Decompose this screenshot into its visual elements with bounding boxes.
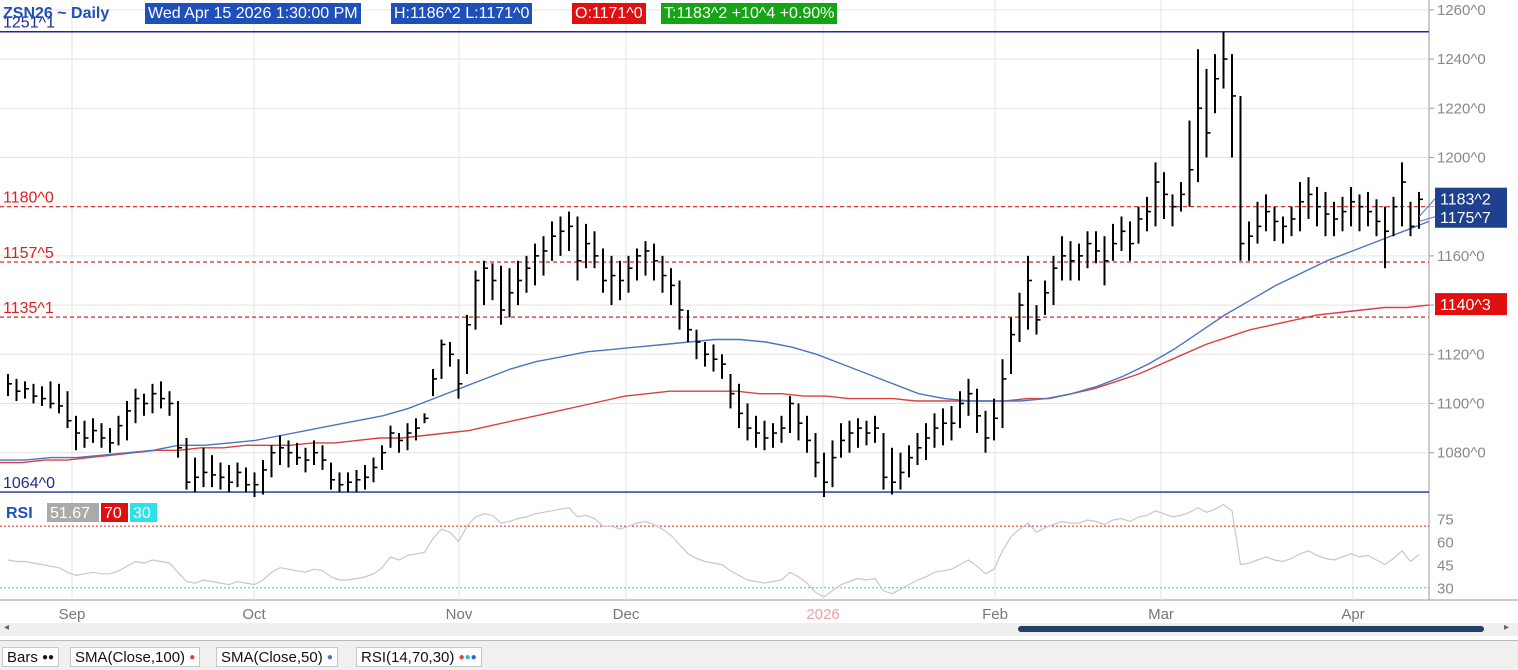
study-tab-rsi[interactable]: RSI(14,70,30) ●●●: [356, 647, 482, 667]
sma100-color-icon: ●: [189, 652, 196, 664]
price-flag-label: 1175^7: [1440, 210, 1491, 227]
sma50-line: [0, 220, 1430, 461]
x-tick-label: Oct: [242, 606, 266, 623]
open-label: O:1171^0: [572, 3, 646, 24]
x-tick-label: Feb: [982, 606, 1008, 623]
rsi-title: RSI: [6, 505, 33, 522]
study-tab-rsi-label: RSI(14,70,30): [361, 649, 455, 666]
y-tick-label: 1240^0: [1437, 51, 1486, 68]
scroll-thumb[interactable]: [1018, 626, 1484, 632]
level-label: 1157^5: [3, 245, 54, 262]
scroll-left-icon[interactable]: ◂: [4, 622, 10, 633]
rsi-tick-label: 30: [1437, 581, 1454, 598]
x-tick-label: Dec: [613, 606, 640, 623]
level-label: 1064^0: [3, 475, 55, 492]
price-flag-label: 1183^2: [1440, 192, 1491, 209]
price-flag: [1435, 293, 1507, 316]
price-flag: [1435, 205, 1507, 228]
study-tab-bars-label: Bars: [7, 649, 38, 666]
y-tick-label: 1260^0: [1437, 2, 1486, 19]
rsi-os-label: 30: [133, 505, 151, 522]
rsi-value-box: [47, 503, 99, 522]
high-low-label: H:1186^2 L:1171^0: [391, 3, 533, 24]
rsi-tick-label: 75: [1437, 511, 1454, 528]
level-label: 1135^1: [3, 300, 54, 317]
y-tick-label: 1160^0: [1437, 248, 1485, 265]
rsi-os-box: [130, 503, 157, 522]
x-tick-label: Sep: [59, 606, 86, 623]
sma100-line: [0, 304, 1430, 464]
study-tab-sma50[interactable]: SMA(Close,50) ●: [216, 647, 338, 667]
price-flag-label: 1140^3: [1440, 297, 1491, 314]
scroll-right-icon[interactable]: ▸: [1504, 622, 1510, 633]
y-tick-label: 1100^0: [1437, 396, 1485, 413]
rsi-ob-label: 70: [104, 505, 122, 522]
change-label: T:1183^2 +10^4 +0.90%: [661, 3, 838, 24]
bars-color-icon: ●●: [42, 652, 55, 664]
level-label: 1180^0: [3, 190, 54, 207]
study-tab-sma100-label: SMA(Close,100): [75, 649, 186, 666]
rsi-color-icon: ●●●: [458, 652, 477, 664]
study-tab-sma100[interactable]: SMA(Close,100) ●: [70, 647, 201, 667]
study-tab-bars[interactable]: Bars ●●: [2, 647, 60, 667]
study-tab-sma50-label: SMA(Close,50): [221, 649, 323, 666]
rsi-tick-label: 45: [1437, 558, 1454, 575]
price-flag: [1435, 187, 1507, 210]
x-tick-label: Mar: [1148, 606, 1174, 623]
rsi-line: [7, 503, 1420, 598]
y-tick-label: 1120^0: [1437, 346, 1485, 363]
y-tick-label: 1200^0: [1437, 149, 1486, 166]
datetime-label: Wed Apr 15 2026 1:30:00 PM: [145, 3, 361, 24]
x-tick-label: 2026: [806, 606, 839, 623]
price-flag-connector: [1418, 198, 1436, 218]
symbol-label: ZSN26 ~ Daily: [3, 5, 110, 22]
x-tick-label: Nov: [446, 606, 473, 623]
rsi-ob-box: [101, 503, 128, 522]
level-label: 1251^1: [3, 15, 55, 32]
sma50-color-icon: ●: [326, 652, 333, 664]
rsi-tick-label: 60: [1437, 535, 1454, 552]
x-tick-label: Apr: [1341, 606, 1364, 623]
rsi-value-label: 51.67: [50, 505, 90, 522]
study-toolbar: Bars ●● SMA(Close,100) ● SMA(Close,50) ●…: [0, 640, 1518, 670]
y-tick-label: 1080^0: [1437, 445, 1486, 462]
price-flag-connector: [1418, 216, 1436, 222]
y-tick-label: 1220^0: [1437, 100, 1486, 117]
